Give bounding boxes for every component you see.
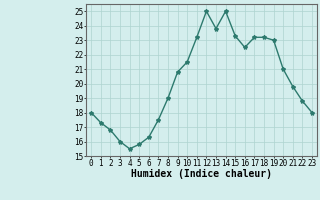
- X-axis label: Humidex (Indice chaleur): Humidex (Indice chaleur): [131, 169, 272, 179]
